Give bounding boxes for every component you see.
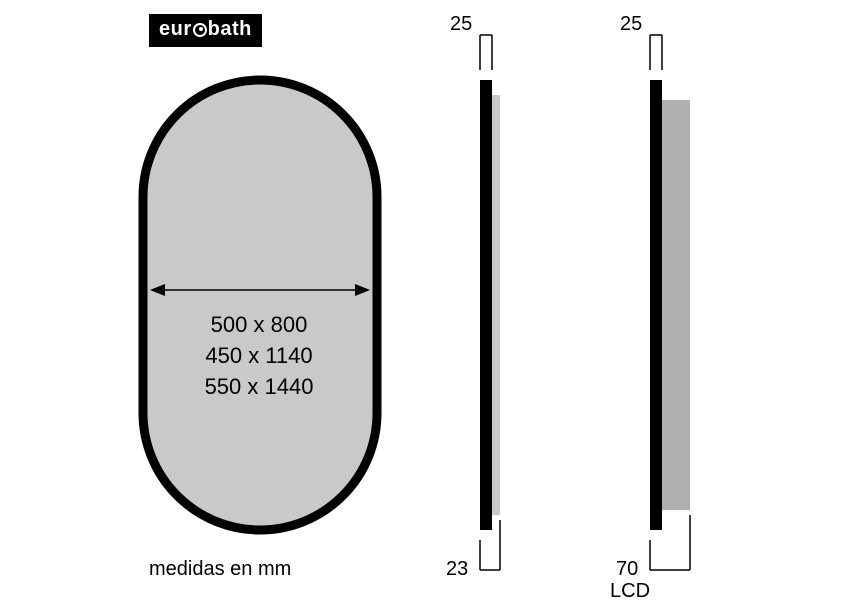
side-profile-lcd [650,35,690,570]
size-2: 450 x 1140 [189,341,329,372]
dim-bottom-right: 70 [616,558,638,581]
technical-drawing [0,0,865,600]
size-3: 550 x 1440 [189,372,329,403]
side-profile-standard [480,35,500,570]
dim-top-right: 25 [620,13,642,36]
size-1: 500 x 800 [189,310,329,341]
dim-top-left: 25 [450,13,472,36]
dim-bottom-left: 23 [446,558,468,581]
mirror-front-view [143,80,377,530]
units-caption: medidas en mm [149,558,291,581]
size-list: 500 x 800 450 x 1140 550 x 1440 [189,310,329,402]
